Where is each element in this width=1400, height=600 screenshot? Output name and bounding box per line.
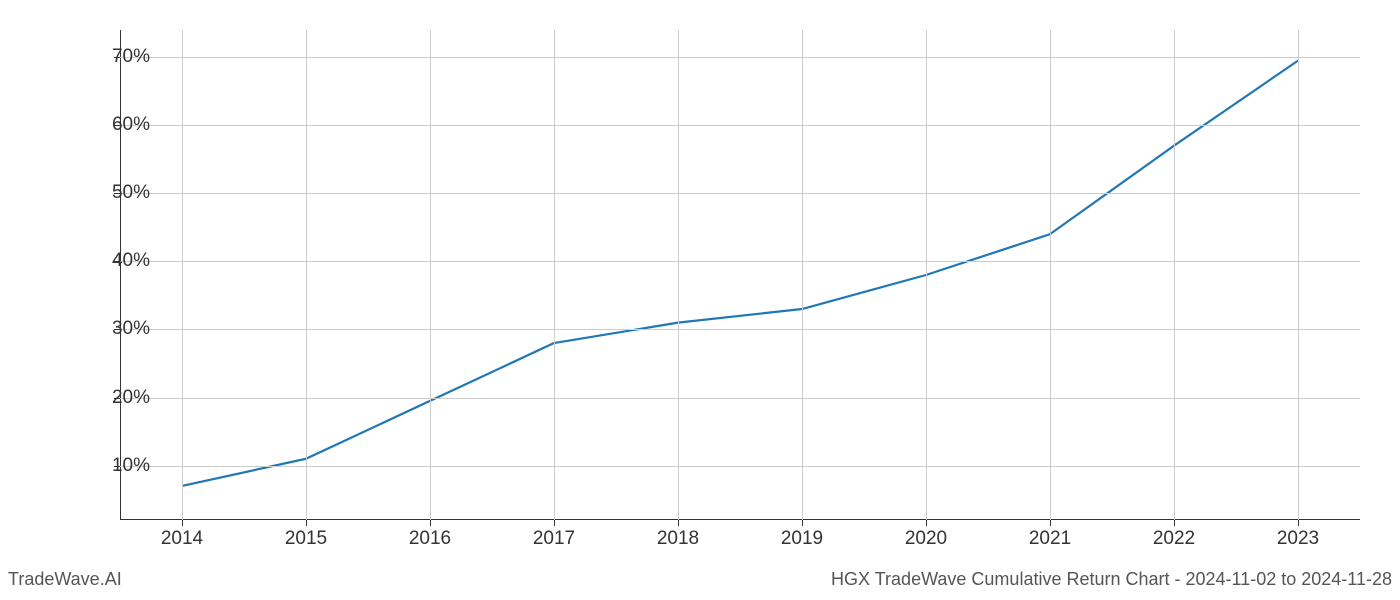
gridline-vertical xyxy=(1174,30,1175,520)
y-tick-label: 40% xyxy=(112,250,150,272)
x-tick-label: 2017 xyxy=(533,528,575,550)
x-tick-label: 2018 xyxy=(657,528,699,550)
x-tick-label: 2021 xyxy=(1029,528,1071,550)
x-tick-label: 2015 xyxy=(285,528,327,550)
x-tick-mark xyxy=(1174,520,1175,526)
footer-brand: TradeWave.AI xyxy=(8,569,122,590)
gridline-vertical xyxy=(802,30,803,520)
gridline-vertical xyxy=(306,30,307,520)
gridline-vertical xyxy=(1050,30,1051,520)
x-tick-mark xyxy=(182,520,183,526)
y-tick-label: 20% xyxy=(112,387,150,409)
x-tick-mark xyxy=(678,520,679,526)
gridline-vertical xyxy=(678,30,679,520)
y-tick-label: 30% xyxy=(112,318,150,340)
y-tick-label: 50% xyxy=(112,182,150,204)
x-tick-mark xyxy=(554,520,555,526)
chart-plot-area xyxy=(120,30,1360,520)
gridline-vertical xyxy=(430,30,431,520)
x-tick-mark xyxy=(1298,520,1299,526)
x-tick-mark xyxy=(430,520,431,526)
gridline-vertical xyxy=(554,30,555,520)
x-tick-label: 2016 xyxy=(409,528,451,550)
x-tick-mark xyxy=(1050,520,1051,526)
gridline-vertical xyxy=(182,30,183,520)
y-tick-label: 10% xyxy=(112,455,150,477)
x-tick-label: 2019 xyxy=(781,528,823,550)
x-tick-label: 2014 xyxy=(161,528,203,550)
x-tick-label: 2020 xyxy=(905,528,947,550)
x-tick-label: 2023 xyxy=(1277,528,1319,550)
x-tick-mark xyxy=(802,520,803,526)
footer-caption: HGX TradeWave Cumulative Return Chart - … xyxy=(831,569,1392,590)
x-tick-mark xyxy=(306,520,307,526)
y-tick-label: 60% xyxy=(112,114,150,136)
x-tick-mark xyxy=(926,520,927,526)
gridline-vertical xyxy=(926,30,927,520)
gridline-vertical xyxy=(1298,30,1299,520)
y-tick-label: 70% xyxy=(112,46,150,68)
x-tick-label: 2022 xyxy=(1153,528,1195,550)
